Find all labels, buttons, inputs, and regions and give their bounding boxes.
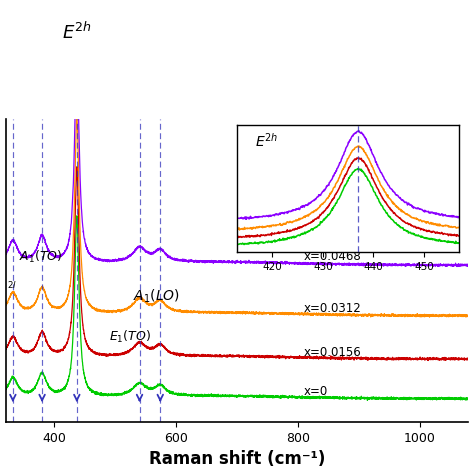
Text: $E^{2h}$: $E^{2h}$ xyxy=(62,21,91,42)
Text: x=0.0468: x=0.0468 xyxy=(304,250,362,264)
Text: $A_1(LO)$: $A_1(LO)$ xyxy=(134,287,181,305)
Text: x=0: x=0 xyxy=(304,385,328,398)
Text: $A_1(TO)$: $A_1(TO)$ xyxy=(19,249,62,265)
X-axis label: Raman shift (cm⁻¹): Raman shift (cm⁻¹) xyxy=(149,450,325,468)
Text: x=0.0156: x=0.0156 xyxy=(304,346,362,359)
Text: x=0.0312: x=0.0312 xyxy=(304,302,362,315)
Text: $_{2l}$: $_{2l}$ xyxy=(7,277,17,291)
Text: $E_1(TO)$: $E_1(TO)$ xyxy=(109,328,151,345)
